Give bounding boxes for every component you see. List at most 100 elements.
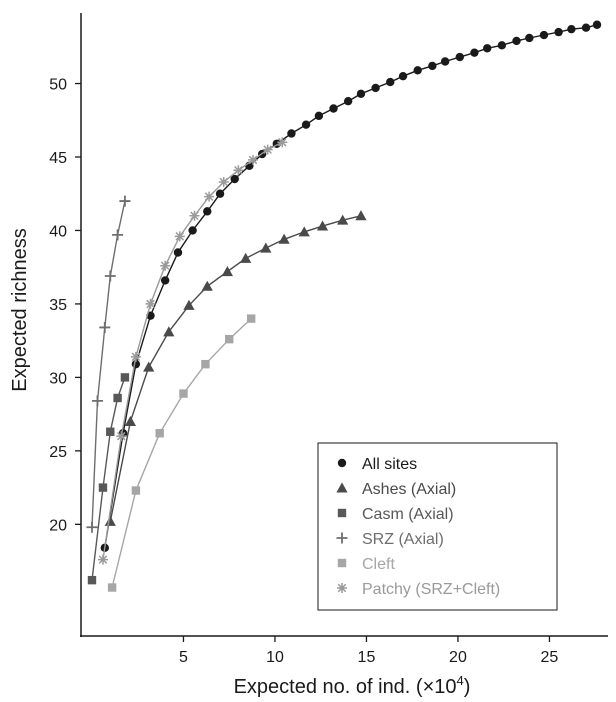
data-point-ashes-axial-12 — [337, 214, 349, 225]
series-ashes-axial — [104, 210, 367, 526]
data-point-patchy-srz-cleft-6 — [189, 210, 200, 221]
data-point-all-sites-27 — [483, 44, 492, 53]
legend-marker-cleft — [337, 558, 347, 568]
data-point-all-sites-30 — [525, 33, 534, 43]
data-point-all-sites-16 — [329, 104, 338, 113]
data-point-patchy-srz-cleft-11 — [262, 144, 273, 155]
legend-label-ashes-axial: Ashes (Axial) — [362, 481, 456, 498]
data-point-ashes-axial-9 — [278, 233, 290, 244]
y-tick-label-35: 35 — [49, 297, 67, 314]
y-tick-label-20: 20 — [49, 517, 67, 534]
y-tick-label-50: 50 — [49, 77, 67, 94]
data-point-casm-axial-4 — [120, 373, 130, 382]
data-point-patchy-srz-cleft-12 — [277, 137, 288, 148]
data-point-all-sites-22 — [413, 66, 422, 75]
x-tick-label-25: 25 — [541, 649, 559, 666]
data-point-all-sites-7 — [203, 207, 212, 216]
data-point-all-sites-6 — [188, 226, 197, 235]
data-point-all-sites-18 — [356, 89, 366, 99]
data-point-all-sites-13 — [287, 129, 296, 138]
legend-marker-all-sites — [337, 458, 347, 468]
x-tick-label-15: 15 — [358, 649, 376, 666]
data-point-all-sites-9 — [230, 174, 239, 184]
legend-items: All sites Ashes (Axial) Casm (Axial) SRZ (A… — [336, 456, 500, 598]
y-tick-label-30: 30 — [49, 370, 67, 387]
data-point-srz-axial-4 — [112, 229, 124, 241]
data-point-patchy-srz-cleft-2 — [130, 351, 141, 362]
y-tick-label-45: 45 — [49, 150, 67, 167]
data-point-ashes-axial-11 — [316, 220, 329, 231]
data-point-ashes-axial-13 — [355, 210, 367, 221]
axes — [80, 13, 608, 637]
data-point-all-sites-14 — [301, 120, 311, 129]
data-point-patchy-srz-cleft-4 — [160, 260, 171, 271]
y-axis-title: Expected richness — [9, 228, 31, 391]
series-line-srz-axial — [91, 200, 126, 528]
data-point-all-sites-25 — [455, 52, 464, 62]
legend-label-cleft: Cleft — [362, 556, 395, 573]
legend-label-casm-axial: Casm (Axial) — [362, 506, 454, 523]
data-point-srz-axial-1 — [91, 395, 103, 407]
data-point-ashes-axial-10 — [298, 226, 310, 237]
data-point-all-sites-31 — [539, 30, 549, 40]
legend-item-casm-axial: Casm (Axial) — [337, 506, 454, 523]
data-point-casm-axial-2 — [106, 427, 115, 436]
legend-item-ashes-axial: Ashes (Axial) — [336, 481, 456, 498]
series-all-sites — [100, 20, 602, 553]
data-point-all-sites-24 — [440, 57, 450, 66]
data-point-casm-axial-3 — [113, 393, 122, 403]
data-point-all-sites-19 — [371, 83, 380, 93]
legend-marker-casm-axial — [337, 508, 347, 518]
data-point-casm-axial-0 — [87, 575, 97, 585]
data-point-patchy-srz-cleft-7 — [204, 191, 215, 202]
data-point-all-sites-29 — [512, 36, 521, 46]
series-patchy-srz-cleft — [97, 137, 288, 565]
data-point-casm-axial-1 — [98, 483, 108, 492]
data-point-cleft-2 — [155, 429, 164, 438]
legend-label-srz-axial: SRZ (Axial) — [362, 531, 444, 548]
y-tick-label-40: 40 — [49, 223, 67, 240]
data-point-patchy-srz-cleft-5 — [174, 231, 185, 242]
series-layer — [86, 20, 602, 592]
data-point-all-sites-21 — [398, 71, 408, 81]
data-point-all-sites-5 — [173, 248, 183, 257]
data-point-cleft-3 — [179, 389, 188, 398]
data-point-srz-axial-3 — [104, 270, 116, 282]
data-point-patchy-srz-cleft-1 — [116, 431, 127, 442]
data-point-ashes-axial-5 — [201, 280, 213, 291]
legend-label-all-sites: All sites — [362, 456, 417, 473]
data-point-ashes-axial-3 — [163, 326, 175, 337]
series-srz-axial — [86, 195, 131, 533]
data-point-cleft-0 — [107, 583, 117, 592]
data-point-all-sites-32 — [554, 27, 563, 37]
data-point-patchy-srz-cleft-0 — [97, 554, 108, 565]
data-point-cleft-6 — [246, 314, 256, 323]
data-point-cleft-1 — [131, 486, 141, 495]
data-point-patchy-srz-cleft-3 — [145, 298, 156, 309]
series-line-patchy-srz-cleft — [102, 141, 283, 560]
data-point-ashes-axial-1 — [124, 415, 137, 426]
data-point-srz-axial-5 — [119, 195, 131, 207]
data-point-ashes-axial-6 — [221, 266, 233, 277]
legend-item-all-sites: All sites — [337, 456, 417, 473]
series-casm-axial — [87, 373, 130, 585]
y-tick-label-25: 25 — [49, 444, 67, 461]
data-point-ashes-axial-8 — [260, 242, 272, 253]
data-point-all-sites-26 — [470, 48, 479, 57]
data-point-all-sites-23 — [428, 61, 437, 71]
legend-item-patchy-srz-cleft: Patchy (SRZ+Cleft) — [337, 581, 500, 598]
x-tick-label-10: 10 — [266, 649, 284, 666]
legend: All sites Ashes (Axial) Casm (Axial) SRZ (A… — [317, 442, 558, 611]
data-point-all-sites-28 — [497, 41, 507, 50]
data-point-cleft-4 — [201, 359, 210, 369]
data-point-all-sites-8 — [215, 189, 225, 198]
legend-item-srz-axial: SRZ (Axial) — [336, 531, 444, 548]
x-tick-label-5: 5 — [179, 649, 188, 666]
data-point-srz-axial-2 — [99, 321, 111, 333]
legend-box — [317, 442, 558, 611]
data-point-srz-axial-0 — [86, 521, 98, 533]
legend-marker-ashes-axial — [336, 482, 348, 493]
data-point-patchy-srz-cleft-8 — [218, 176, 229, 187]
legend-marker-patchy-srz-cleft — [337, 583, 347, 593]
